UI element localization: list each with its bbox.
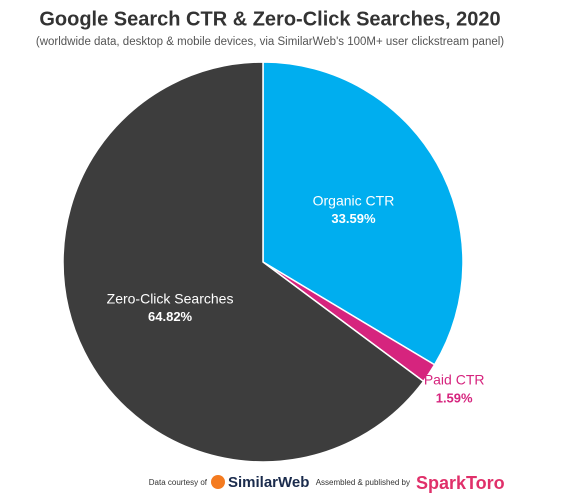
credit-logo: SparkToro bbox=[416, 473, 505, 493]
slice-value-label: 64.82% bbox=[148, 309, 193, 324]
chart-subtitle: (worldwide data, desktop & mobile device… bbox=[36, 36, 504, 48]
footer: Data courtesy of SimilarWeb Assembled & … bbox=[149, 473, 505, 493]
slice-value-label: 33.59% bbox=[331, 211, 376, 226]
similarweb-icon bbox=[211, 475, 225, 489]
slice-label: Paid CTR bbox=[424, 372, 485, 388]
credit-logo: SimilarWeb bbox=[228, 474, 309, 491]
slice-label: Zero-Click Searches bbox=[107, 290, 234, 306]
credit-text: Assembled & published by bbox=[316, 478, 410, 487]
slice-value-label: 1.59% bbox=[436, 390, 473, 405]
pie-slice bbox=[262, 61, 464, 366]
slice-label: Organic CTR bbox=[313, 192, 395, 208]
credit-text: Data courtesy of bbox=[149, 478, 208, 487]
pie-slice bbox=[62, 61, 425, 463]
chart-title: Google Search CTR & Zero-Click Searches,… bbox=[39, 8, 500, 30]
